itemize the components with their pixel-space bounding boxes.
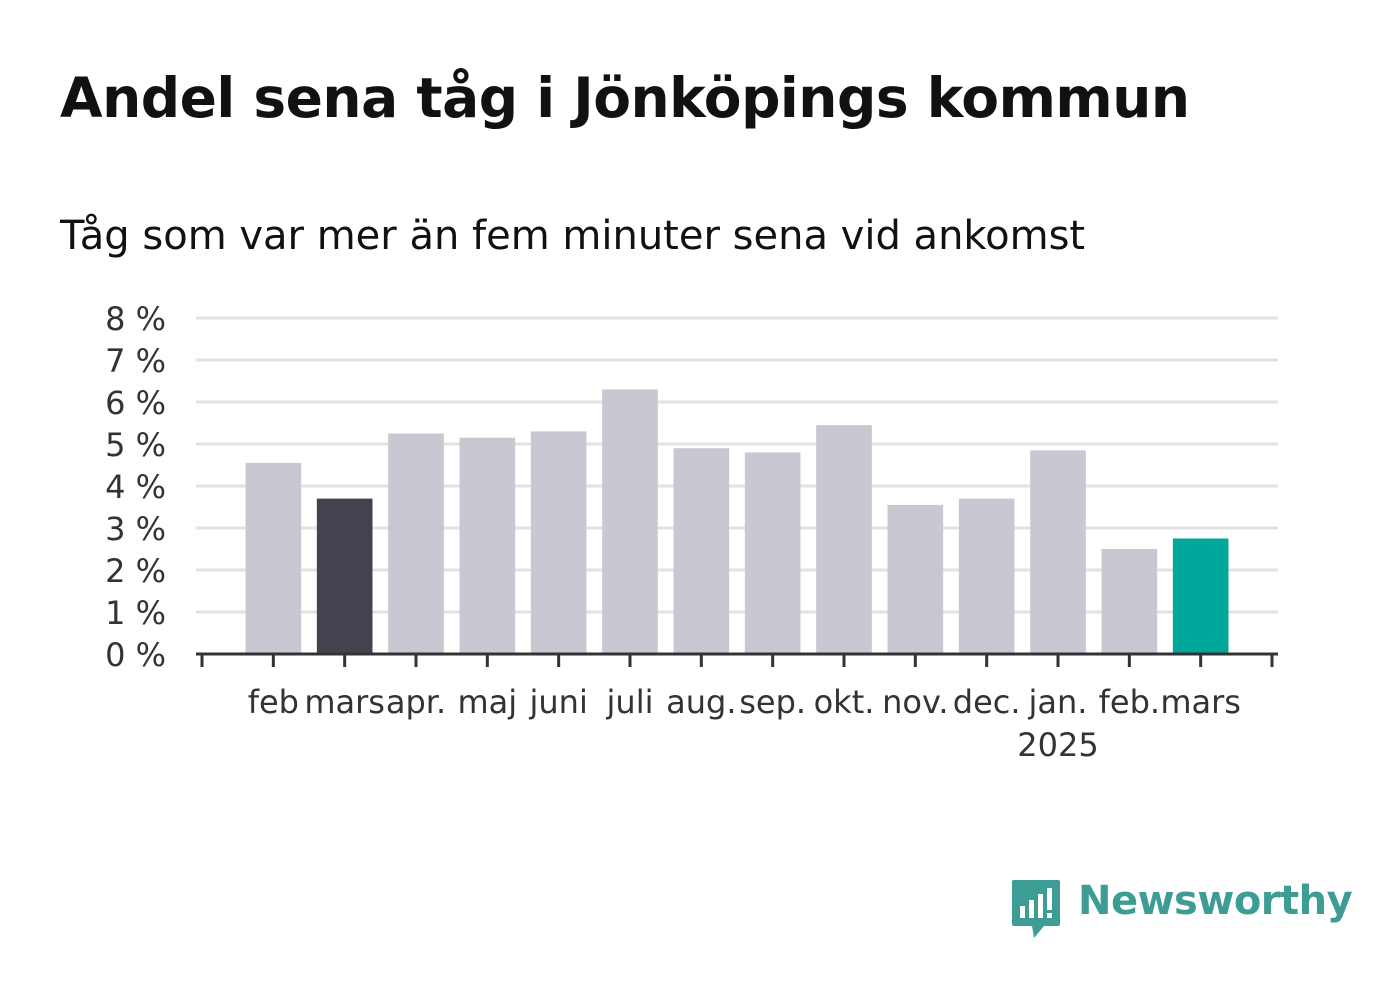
newsworthy-logo-icon	[1012, 880, 1060, 938]
bar-13	[1101, 549, 1158, 654]
bar-3	[388, 433, 444, 654]
bar-7	[673, 448, 730, 654]
y-tick-label: 2 %	[105, 552, 166, 590]
bar-8	[744, 452, 801, 654]
x-tick-label: juni	[528, 683, 587, 721]
y-tick-label: 5 %	[105, 426, 166, 464]
bar-10	[887, 504, 944, 654]
x-axis-tick-labels: feb mars apr. maj juni juli aug. sep. okt. nov. de…	[248, 683, 1241, 764]
y-axis-tick-labels: 0 % 1 % 2 % 3 % 4 % 5 % 6 % 7 % 8 %	[105, 300, 166, 674]
x-tick-label: feb	[248, 683, 299, 721]
x-tick-label: aug.	[666, 683, 736, 721]
y-tick-label: 6 %	[105, 384, 166, 422]
bar-6	[602, 389, 658, 654]
x-tick-label: nov.	[882, 683, 948, 721]
x-tick-label: okt.	[814, 683, 875, 721]
y-tick-label: 8 %	[105, 300, 166, 338]
bar-2	[316, 498, 373, 654]
chart-title: Andel sena tåg i Jönköpings kommun	[60, 66, 1190, 130]
x-tick-label: mars	[304, 683, 385, 721]
y-tick-label: 7 %	[105, 342, 166, 380]
bar-11	[958, 498, 1015, 654]
bars	[245, 389, 1229, 654]
y-tick-label: 3 %	[105, 510, 166, 548]
x-tick-label: apr.	[386, 683, 446, 721]
grid-lines	[196, 316, 1278, 614]
bar-4	[459, 437, 516, 654]
chart-subtitle: Tåg som var mer än fem minuter sena vid …	[60, 213, 1086, 259]
x-tick-label: jan.	[1028, 683, 1088, 721]
bar-14	[1172, 538, 1229, 654]
y-tick-label: 1 %	[105, 594, 166, 632]
x-axis	[196, 652, 1278, 667]
bar-5	[530, 431, 587, 654]
brand-name: Newsworthy	[1078, 878, 1353, 924]
x-tick-label: dec.	[953, 683, 1021, 721]
year-label: 2025	[1017, 726, 1098, 764]
bar-9	[816, 425, 872, 654]
y-tick-label: 0 %	[105, 636, 166, 674]
x-tick-label: sep.	[739, 683, 806, 721]
x-tick-label: feb.	[1099, 683, 1160, 721]
y-tick-label: 4 %	[105, 468, 166, 506]
newsworthy-logo: Newsworthy	[1010, 878, 1353, 942]
bar-1	[245, 462, 302, 654]
bar-12	[1030, 450, 1086, 654]
x-tick-label: maj	[457, 683, 517, 721]
x-tick-label: juli	[606, 683, 654, 721]
x-tick-label: mars	[1160, 683, 1241, 721]
